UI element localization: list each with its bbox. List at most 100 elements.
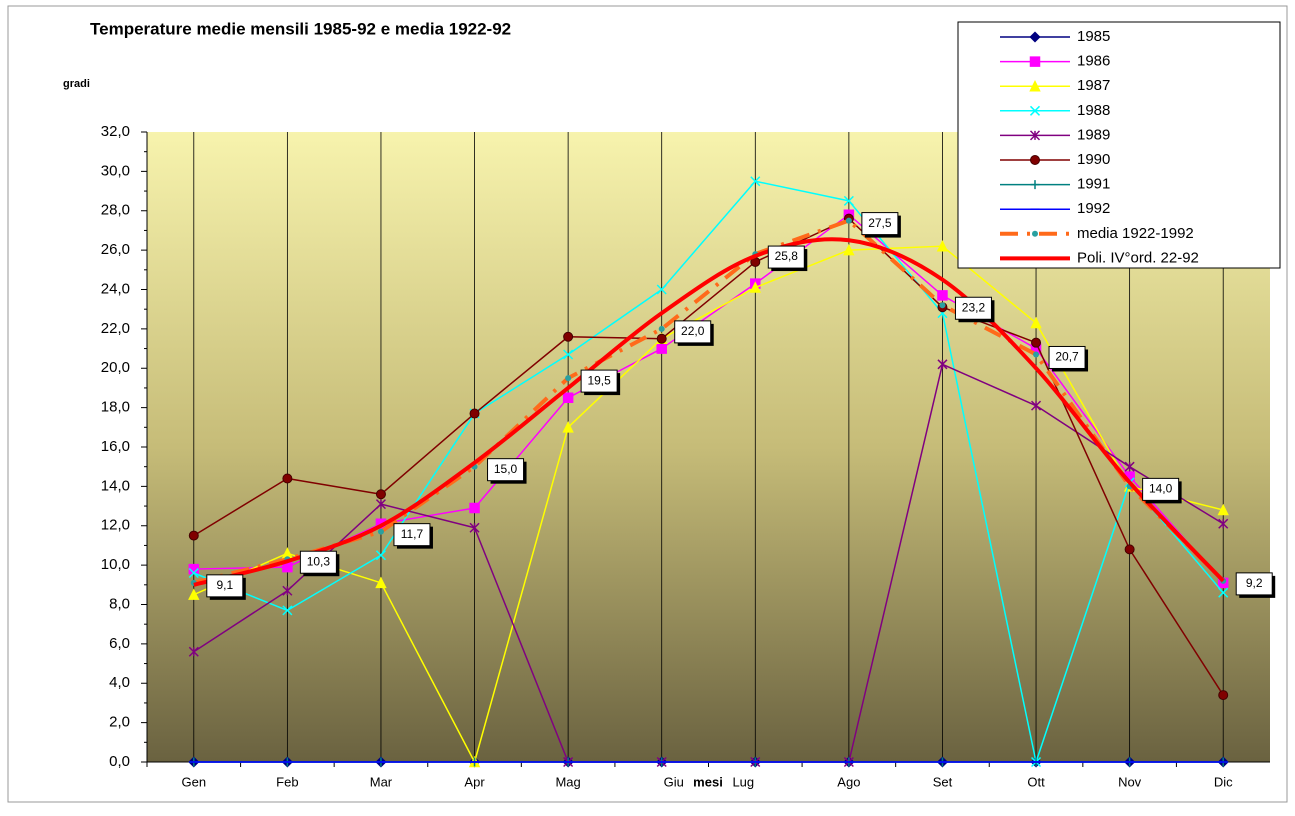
y-tick-label: 10,0 xyxy=(101,556,130,573)
label-box xyxy=(767,245,805,269)
marker xyxy=(562,392,574,404)
legend-label: 1990 xyxy=(1077,151,1110,168)
legend-label: 1985 xyxy=(1077,28,1110,45)
data-label: 9,1 xyxy=(216,578,233,592)
data-label: 11,7 xyxy=(401,527,424,541)
y-tick-label: 30,0 xyxy=(101,162,130,179)
y-tick-label: 14,0 xyxy=(101,477,130,494)
data-label: 9,2 xyxy=(1246,576,1263,590)
label-box xyxy=(1048,345,1086,369)
marker xyxy=(1031,337,1042,348)
chart-title: Temperature medie mensili 1985-92 e medi… xyxy=(90,19,511,38)
y-tick-label: 0,0 xyxy=(109,753,130,770)
x-tick-label: Apr xyxy=(464,774,485,789)
label-box xyxy=(674,320,712,344)
marker xyxy=(845,217,852,224)
marker xyxy=(1031,400,1042,411)
marker xyxy=(937,359,948,370)
marker xyxy=(469,408,480,419)
marker xyxy=(565,375,572,382)
marker xyxy=(1029,105,1041,116)
marker xyxy=(1217,503,1229,516)
line xyxy=(193,180,1224,763)
label-box xyxy=(299,550,337,574)
series xyxy=(190,217,1227,586)
marker xyxy=(375,550,386,561)
data-label: 20,7 xyxy=(1055,350,1079,364)
y-tick-label: 6,0 xyxy=(109,635,130,652)
marker xyxy=(1030,180,1040,190)
marker xyxy=(563,331,574,342)
marker xyxy=(188,588,200,600)
marker xyxy=(188,567,199,579)
marker xyxy=(1033,351,1040,358)
marker xyxy=(1029,31,1041,43)
y-tick-label: 4,0 xyxy=(109,674,130,691)
marker xyxy=(375,489,386,500)
marker xyxy=(1029,130,1041,141)
x-tick-label: Dic xyxy=(1214,774,1233,789)
trend-line xyxy=(193,237,1225,587)
marker xyxy=(656,333,667,344)
legend-label: 1991 xyxy=(1077,176,1110,193)
y-tick-label: 28,0 xyxy=(101,202,130,219)
y-axis-label: gradi xyxy=(63,78,90,90)
marker xyxy=(749,281,762,293)
marker xyxy=(375,576,387,589)
x-tick-label: Ott xyxy=(1027,774,1045,789)
x-axis-label: mesi xyxy=(693,774,723,789)
marker xyxy=(656,284,667,295)
marker xyxy=(1124,544,1135,555)
y-tick-label: 22,0 xyxy=(101,320,130,337)
marker xyxy=(1032,230,1038,237)
data-label: 27,5 xyxy=(868,216,892,230)
line xyxy=(193,213,1224,584)
marker xyxy=(282,605,293,616)
data-label: 19,5 xyxy=(587,373,611,387)
legend-label: Poli. IV°ord. 22-92 xyxy=(1077,249,1199,266)
label-box xyxy=(1235,572,1273,596)
legend-label: 1987 xyxy=(1077,77,1110,94)
label-box xyxy=(861,212,899,236)
legend-label: media 1922-1992 xyxy=(1077,225,1194,242)
marker xyxy=(658,325,665,332)
x-tick-label: Mar xyxy=(370,774,393,789)
y-tick-label: 24,0 xyxy=(101,280,130,297)
marker xyxy=(188,530,199,541)
legend-label: 1989 xyxy=(1077,126,1110,143)
legend-label: 1992 xyxy=(1077,200,1110,217)
x-tick-label: Nov xyxy=(1118,774,1142,789)
x-tick-label: Set xyxy=(933,774,953,789)
marker xyxy=(1029,80,1041,92)
marker xyxy=(377,528,384,535)
marker xyxy=(1030,155,1040,165)
marker xyxy=(750,176,761,187)
y-tick-label: 8,0 xyxy=(109,595,130,612)
label-box xyxy=(206,574,244,598)
marker xyxy=(656,343,667,354)
y-tick-label: 32,0 xyxy=(101,123,130,140)
y-tick-label: 12,0 xyxy=(101,517,130,534)
legend-box xyxy=(957,21,1281,269)
data-label: 23,2 xyxy=(962,300,986,314)
label-box xyxy=(487,458,525,482)
y-tick-label: 18,0 xyxy=(101,399,130,416)
label-box xyxy=(393,523,431,547)
marker xyxy=(563,349,574,360)
marker xyxy=(1030,316,1042,329)
marker xyxy=(1029,56,1041,67)
marker xyxy=(469,522,480,533)
x-tick-label: Ago xyxy=(837,774,860,789)
marker xyxy=(1218,587,1229,598)
marker xyxy=(1218,690,1229,701)
data-label: 10,3 xyxy=(307,554,331,568)
marker xyxy=(1218,518,1229,529)
marker xyxy=(843,195,854,206)
marker xyxy=(562,421,574,433)
marker xyxy=(282,473,293,484)
series xyxy=(193,237,1225,587)
data-label: 14,0 xyxy=(1149,482,1173,496)
y-tick-label: 2,0 xyxy=(109,714,130,731)
marker xyxy=(937,290,948,301)
